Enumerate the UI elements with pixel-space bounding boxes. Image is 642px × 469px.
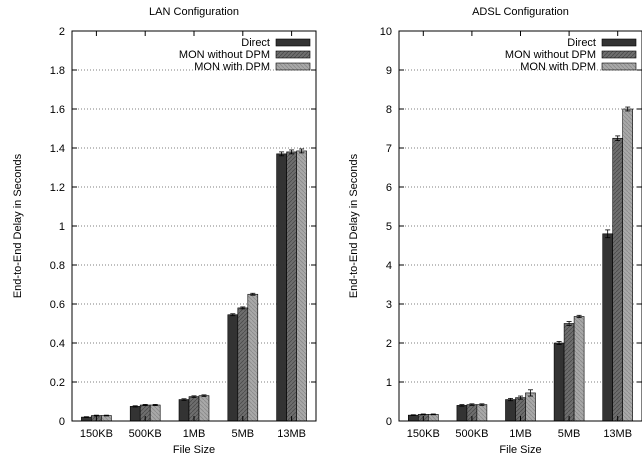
legend-label: MON without DPM bbox=[179, 49, 270, 61]
x-tick-label: 5MB bbox=[231, 428, 254, 440]
legend-swatch bbox=[275, 62, 311, 71]
x-tick-label: 500KB bbox=[455, 428, 488, 440]
x-axis-label: File Size bbox=[173, 444, 215, 456]
plot-frame bbox=[71, 30, 317, 422]
y-tick-label: 2 bbox=[386, 338, 392, 350]
x-tick-label: 5MB bbox=[558, 428, 581, 440]
bar bbox=[573, 316, 585, 422]
bar bbox=[101, 415, 112, 422]
bar bbox=[427, 414, 439, 422]
y-tick-label: 8 bbox=[386, 104, 392, 116]
x-tick-label: 13MB bbox=[603, 428, 632, 440]
y-tick-label: 0.6 bbox=[50, 299, 65, 311]
legend-swatch bbox=[275, 50, 311, 59]
y-tick-label: 0 bbox=[59, 416, 65, 428]
bar bbox=[237, 307, 249, 422]
x-tick-label: 150KB bbox=[407, 428, 440, 440]
bar bbox=[247, 293, 259, 422]
y-tick-label: 1.6 bbox=[50, 104, 65, 116]
y-tick-label: 1.4 bbox=[50, 143, 65, 155]
bar bbox=[286, 151, 297, 422]
bar bbox=[553, 342, 565, 422]
bar bbox=[505, 399, 516, 422]
y-tick-label: 4 bbox=[386, 260, 392, 272]
y-tick-label: 1.8 bbox=[50, 65, 65, 77]
legend-label: Direct bbox=[241, 37, 270, 49]
x-tick-label: 150KB bbox=[80, 428, 113, 440]
chart-panel-2: 0 1 2 3 4 5 6 7 8 9 10 150KB 500KB 1MB 5MB 13MB ADSL Con… bbox=[348, 6, 642, 456]
y-axis-label: End-to-End Delay in Seconds bbox=[348, 153, 360, 298]
legend-swatch bbox=[601, 62, 637, 71]
bar bbox=[563, 323, 575, 422]
bar bbox=[407, 414, 419, 422]
bar bbox=[476, 404, 488, 422]
x-axis-label: File Size bbox=[499, 444, 541, 456]
bar bbox=[129, 406, 141, 422]
x-tick-label: 500KB bbox=[129, 428, 162, 440]
y-tick-label: 1 bbox=[386, 377, 392, 389]
y-tick-label: 5 bbox=[386, 221, 392, 233]
bar bbox=[149, 404, 161, 422]
y-tick-label: 1 bbox=[59, 221, 65, 233]
legend-label: MON with DPM bbox=[520, 61, 596, 73]
y-tick-label: 6 bbox=[386, 182, 392, 194]
legend-label: MON without DPM bbox=[505, 49, 596, 61]
y-tick-label: 0.2 bbox=[50, 377, 65, 389]
bar bbox=[525, 392, 536, 422]
x-tick-label: 1MB bbox=[509, 428, 532, 440]
y-tick-label: 0.4 bbox=[50, 338, 65, 350]
y-tick-label: 7 bbox=[386, 143, 392, 155]
y-tick-label: 1.2 bbox=[50, 182, 65, 194]
bar bbox=[198, 395, 210, 422]
bar bbox=[227, 314, 239, 422]
bar bbox=[276, 153, 287, 422]
bar bbox=[602, 233, 614, 422]
x-tick-label: 13MB bbox=[277, 428, 306, 440]
legend-label: MON with DPM bbox=[194, 61, 270, 73]
plot-frame bbox=[398, 30, 642, 422]
bar bbox=[612, 137, 624, 422]
y-tick-label: 0 bbox=[386, 416, 392, 428]
x-tick-label: 1MB bbox=[183, 428, 206, 440]
y-tick-label: 9 bbox=[386, 65, 392, 77]
bar bbox=[456, 405, 468, 422]
chart-panel-1: 0 0.2 0.4 0.6 0.8 1 1.2 1.4 1.6 1.8 2 150KB 500KB 1MB… bbox=[12, 6, 317, 456]
bar bbox=[622, 108, 634, 422]
legend-swatch bbox=[601, 50, 637, 59]
legend-swatch bbox=[275, 38, 311, 47]
legend-label: Direct bbox=[567, 37, 596, 49]
y-tick-label: 10 bbox=[380, 26, 392, 38]
y-tick-label: 2 bbox=[59, 26, 65, 38]
bar bbox=[178, 399, 190, 422]
y-tick-label: 3 bbox=[386, 299, 392, 311]
chart-title: ADSL Configuration bbox=[472, 6, 569, 18]
y-axis-label: End-to-End Delay in Seconds bbox=[12, 153, 24, 298]
y-tick-label: 0.8 bbox=[50, 260, 65, 272]
bar bbox=[296, 150, 307, 422]
legend-swatch bbox=[601, 38, 637, 47]
chart-title: LAN Configuration bbox=[149, 6, 239, 18]
